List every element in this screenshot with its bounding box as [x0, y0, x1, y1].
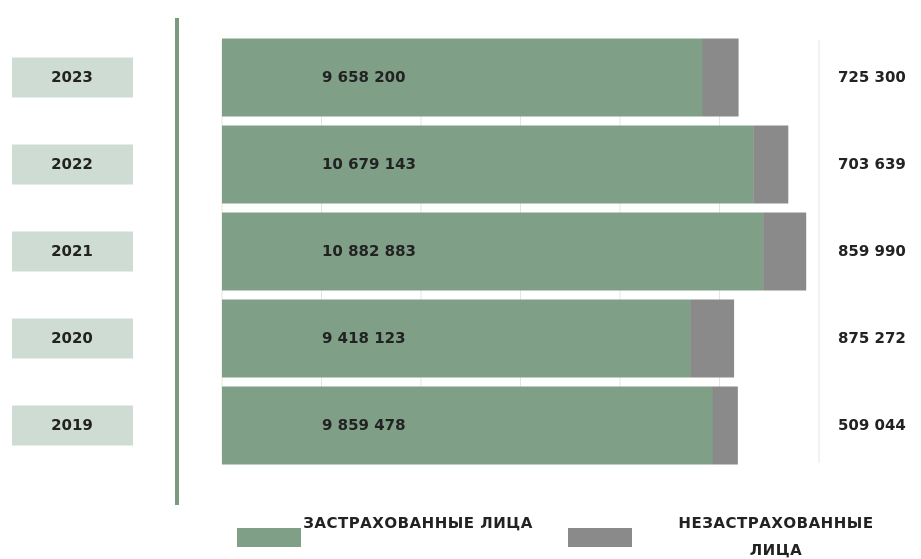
bar-segment — [222, 299, 691, 378]
bar-segment — [763, 212, 807, 291]
y-tick-label: 2022 — [51, 155, 93, 173]
value-label: 9 418 123 — [322, 329, 406, 347]
value-label: 509 044 — [838, 416, 906, 434]
category-box — [12, 318, 133, 359]
category-box — [12, 57, 133, 98]
value-label: 725 300 — [838, 68, 906, 86]
bar-segment — [712, 386, 738, 465]
value-label: 9 859 478 — [322, 416, 406, 434]
value-label: 703 639 — [838, 155, 906, 173]
bar-segment — [702, 38, 739, 117]
category-box — [12, 405, 133, 446]
value-label: 9 658 200 — [322, 68, 406, 86]
value-label: 875 272 — [838, 329, 906, 347]
legend-label: ЗАСТРАХОВАННЫЕ ЛИЦА — [303, 514, 533, 532]
category-box — [12, 144, 133, 185]
y-tick-label: 2019 — [51, 416, 93, 434]
bar-segment — [222, 212, 764, 291]
bar-segment — [222, 125, 754, 204]
legend-swatch — [568, 528, 632, 547]
value-label: 10 679 143 — [322, 155, 416, 173]
value-label: 10 882 883 — [322, 242, 416, 260]
y-tick-label: 2023 — [51, 68, 93, 86]
bar-segment — [753, 125, 789, 204]
bar-segment — [222, 386, 713, 465]
category-box — [12, 231, 133, 272]
legend-label: НЕЗАСТРАХОВАННЫЕ ЛИЦА — [678, 514, 874, 559]
bar-segment — [690, 299, 735, 378]
legend-swatch — [237, 528, 301, 547]
y-tick-label: 2020 — [51, 329, 93, 347]
value-label: 859 990 — [838, 242, 906, 260]
y-tick-label: 2021 — [51, 242, 93, 260]
bar-segment — [222, 38, 703, 117]
